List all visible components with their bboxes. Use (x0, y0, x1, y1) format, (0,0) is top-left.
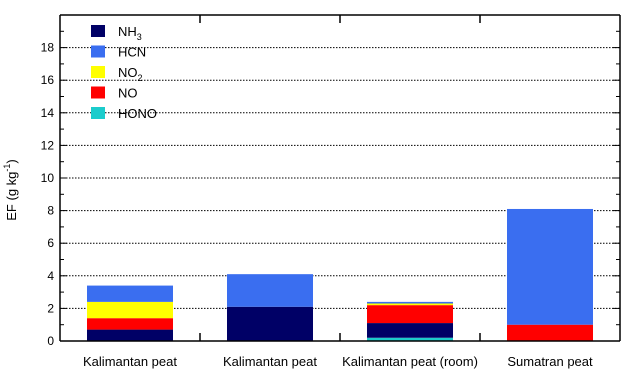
y-tick-label-5: 10 (41, 171, 55, 185)
bar-2-no2 (367, 303, 453, 306)
legend-label-main-no: NO (118, 86, 138, 101)
legend-label-main-no2: NO (118, 65, 138, 80)
y-axis-label-close: ) (4, 159, 19, 163)
bar-2-hcn (367, 301, 453, 304)
y-tick-label-1: 2 (47, 301, 54, 315)
y-axis-label: EF (g kg-1) (2, 159, 19, 220)
bar-0-no2 (87, 301, 173, 319)
y-axis-label-sup: -1 (2, 164, 12, 172)
y-tick-label-9: 18 (41, 41, 55, 55)
legend-label-no: NO (118, 86, 138, 101)
legend-label-main-hcn: HCN (118, 45, 146, 60)
legend-label-nh3: NH3 (118, 24, 142, 42)
bar-1-nh3 (227, 306, 313, 341)
bar-2-nh3 (367, 323, 453, 338)
bar-0-hcn (87, 285, 173, 302)
bar-3-hcn (507, 208, 593, 325)
legend-swatch-hono (91, 107, 105, 119)
legend-swatch-nh3 (91, 25, 105, 37)
legend-label-hono: HONO (118, 106, 157, 121)
y-tick-label-8: 16 (41, 73, 55, 87)
bar-1-hcn (227, 274, 313, 307)
y-tick-label-3: 6 (47, 236, 54, 250)
category-label-1: Kalimantan peat (223, 354, 317, 369)
bars (87, 208, 593, 341)
legend-label-sub-no2: 2 (138, 73, 143, 83)
legend-swatch-hcn (91, 45, 105, 58)
y-axis-label-main: EF (g kg (4, 172, 19, 221)
bar-0-no (87, 318, 173, 330)
axes: Kalimantan peat Kalimantan peat Kalimantan… (41, 14, 621, 369)
legend-label-hcn: HCN (118, 45, 146, 60)
legend-label-main-nh3: NH (118, 24, 137, 39)
legend-swatch-no (91, 86, 105, 99)
y-tick-label-6: 12 (41, 138, 55, 152)
category-label-2: Kalimantan peat (room) (342, 354, 478, 369)
bar-2-hono (367, 337, 453, 341)
y-tick-label-7: 14 (41, 106, 55, 120)
bar-0-nh3 (87, 329, 173, 341)
legend-label-main-hono: HONO (118, 106, 157, 121)
category-label-3: Sumatran peat (507, 354, 593, 369)
y-tick-label-2: 4 (47, 269, 54, 283)
gridlines (60, 47, 620, 342)
category-label-0: Kalimantan peat (83, 354, 177, 369)
legend-swatch-no2 (91, 66, 105, 78)
legend-label-sub-nh3: 3 (137, 32, 142, 42)
bar-3-no (507, 324, 593, 341)
y-tick-label-0: 0 (47, 334, 54, 348)
y-tick-label-4: 8 (47, 204, 54, 218)
bar-2-no (367, 305, 453, 324)
legend-label-no2: NO2 (118, 65, 143, 83)
